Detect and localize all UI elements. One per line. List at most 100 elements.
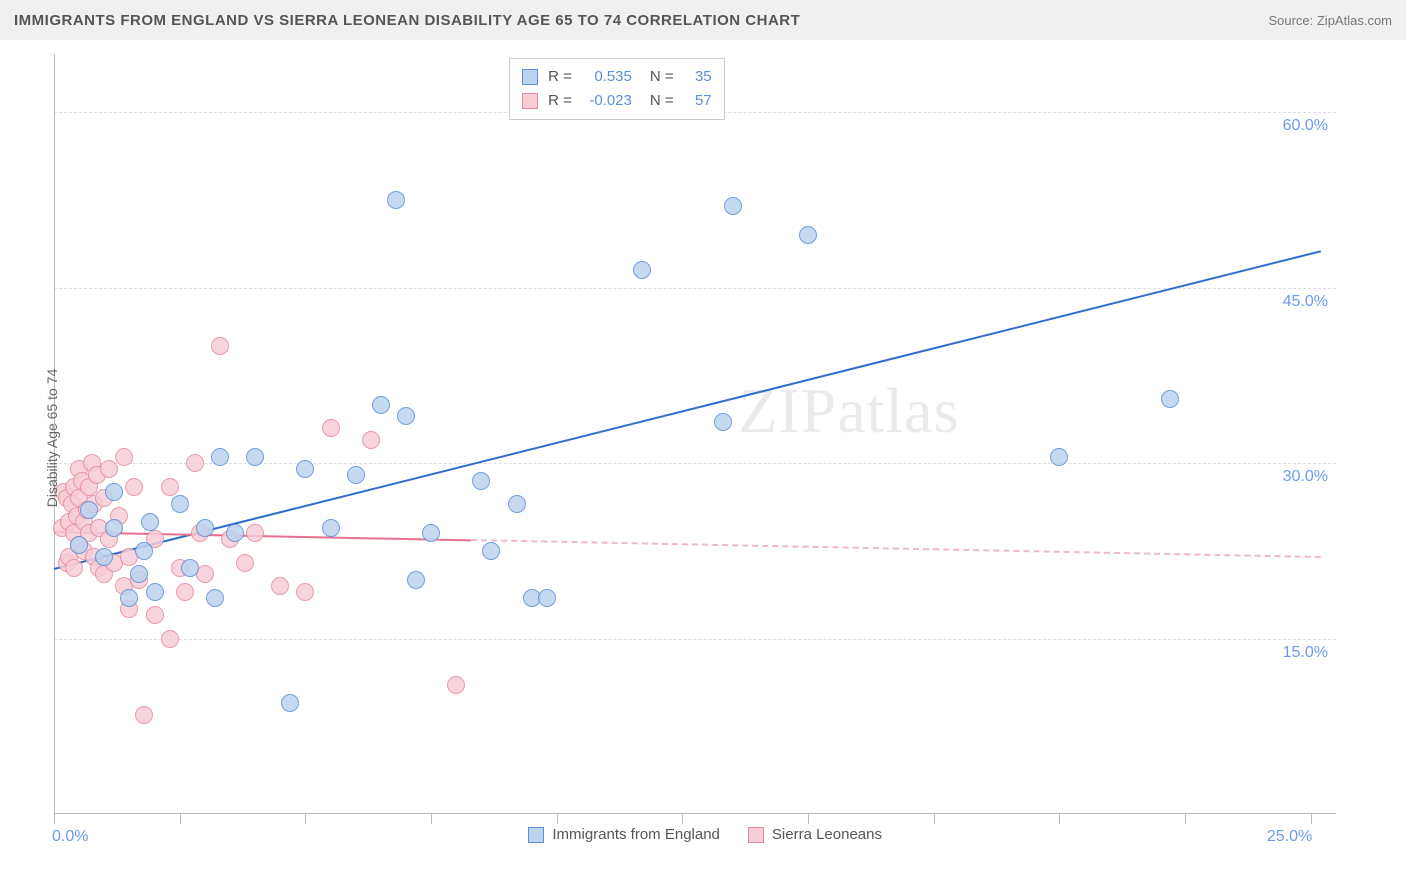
- stat-r-label: R =: [548, 89, 572, 113]
- scatter-point-england: [130, 565, 148, 583]
- scatter-point-england: [633, 261, 651, 279]
- plot-area: 15.0%30.0%45.0%60.0%0.0%25.0%ZIPatlasR =…: [54, 54, 1336, 814]
- y-tick-label: 45.0%: [1283, 293, 1328, 311]
- scatter-point-sierra: [322, 419, 340, 437]
- x-tick-mark: [54, 814, 55, 824]
- scatter-point-sierra: [296, 583, 314, 601]
- scatter-point-england: [714, 413, 732, 431]
- scatter-point-england: [724, 197, 742, 215]
- x-tick-mark: [557, 814, 558, 824]
- scatter-point-england: [171, 495, 189, 513]
- scatter-point-england: [387, 191, 405, 209]
- scatter-point-england: [296, 460, 314, 478]
- scatter-point-england: [105, 483, 123, 501]
- scatter-point-sierra: [362, 431, 380, 449]
- scatter-point-england: [1050, 448, 1068, 466]
- scatter-point-sierra: [135, 706, 153, 724]
- source-label: Source: ZipAtlas.com: [1268, 13, 1392, 28]
- scatter-point-england: [322, 519, 340, 537]
- x-axis-line: [54, 813, 1336, 814]
- scatter-point-england: [281, 694, 299, 712]
- stat-n-label: N =: [650, 89, 674, 113]
- scatter-point-sierra: [246, 524, 264, 542]
- scatter-point-sierra: [211, 337, 229, 355]
- y-axis-title: Disability Age 65 to 74: [44, 338, 60, 538]
- legend-swatch-icon: [528, 827, 544, 843]
- scatter-point-sierra: [271, 577, 289, 595]
- x-tick-mark: [1311, 814, 1312, 824]
- trend-line-dashed: [471, 539, 1321, 558]
- bottom-legend: Immigrants from England Sierra Leoneans: [528, 826, 882, 843]
- scatter-point-england: [105, 519, 123, 537]
- scatter-point-england: [146, 583, 164, 601]
- grid-line: [54, 463, 1336, 464]
- scatter-point-england: [407, 571, 425, 589]
- legend-item: Sierra Leoneans: [748, 826, 882, 843]
- y-tick-label: 15.0%: [1283, 644, 1328, 662]
- x-tick-label: 25.0%: [1267, 828, 1312, 846]
- stat-n-label: N =: [650, 65, 674, 89]
- scatter-point-sierra: [100, 460, 118, 478]
- scatter-point-england: [95, 548, 113, 566]
- scatter-point-england: [120, 589, 138, 607]
- chart-title: IMMIGRANTS FROM ENGLAND VS SIERRA LEONEA…: [14, 12, 800, 29]
- x-tick-mark: [1185, 814, 1186, 824]
- trend-line: [54, 251, 1321, 571]
- scatter-point-sierra: [186, 454, 204, 472]
- y-tick-label: 60.0%: [1283, 117, 1328, 135]
- legend-swatch-icon: [522, 93, 538, 109]
- stats-row: R = -0.023 N = 57: [522, 89, 712, 113]
- scatter-point-england: [80, 501, 98, 519]
- x-tick-mark: [1059, 814, 1060, 824]
- scatter-point-sierra: [146, 606, 164, 624]
- scatter-point-sierra: [65, 559, 83, 577]
- scatter-point-england: [372, 396, 390, 414]
- scatter-point-england: [799, 226, 817, 244]
- legend-label: Sierra Leoneans: [772, 826, 882, 843]
- scatter-point-england: [181, 559, 199, 577]
- stats-row: R = 0.535 N = 35: [522, 65, 712, 89]
- legend-label: Immigrants from England: [552, 826, 720, 843]
- scatter-point-england: [508, 495, 526, 513]
- scatter-point-england: [141, 513, 159, 531]
- scatter-point-sierra: [125, 478, 143, 496]
- stat-r-label: R =: [548, 65, 572, 89]
- scatter-point-sierra: [115, 448, 133, 466]
- scatter-point-sierra: [176, 583, 194, 601]
- stat-r-value: 0.535: [582, 65, 632, 89]
- scatter-point-sierra: [161, 630, 179, 648]
- legend-item: Immigrants from England: [528, 826, 720, 843]
- scatter-point-england: [472, 472, 490, 490]
- stat-n-value: 35: [684, 65, 712, 89]
- scatter-point-england: [538, 589, 556, 607]
- scatter-point-sierra: [447, 676, 465, 694]
- scatter-point-england: [226, 524, 244, 542]
- watermark: ZIPatlas: [738, 374, 959, 448]
- x-tick-mark: [934, 814, 935, 824]
- scatter-point-england: [422, 524, 440, 542]
- scatter-point-england: [246, 448, 264, 466]
- scatter-point-england: [482, 542, 500, 560]
- scatter-point-england: [206, 589, 224, 607]
- stat-n-value: 57: [684, 89, 712, 113]
- scatter-point-england: [211, 448, 229, 466]
- grid-line: [54, 639, 1336, 640]
- scatter-point-england: [397, 407, 415, 425]
- header-bar: IMMIGRANTS FROM ENGLAND VS SIERRA LEONEA…: [0, 0, 1406, 40]
- scatter-point-england: [135, 542, 153, 560]
- x-tick-mark: [180, 814, 181, 824]
- scatter-point-england: [1161, 390, 1179, 408]
- scatter-point-england: [347, 466, 365, 484]
- legend-swatch-icon: [748, 827, 764, 843]
- x-tick-label: 0.0%: [52, 828, 88, 846]
- scatter-point-sierra: [161, 478, 179, 496]
- x-tick-mark: [431, 814, 432, 824]
- y-tick-label: 30.0%: [1283, 468, 1328, 486]
- legend-swatch-icon: [522, 69, 538, 85]
- scatter-point-england: [196, 519, 214, 537]
- grid-line: [54, 288, 1336, 289]
- scatter-point-sierra: [236, 554, 254, 572]
- x-tick-mark: [682, 814, 683, 824]
- stat-r-value: -0.023: [582, 89, 632, 113]
- scatter-point-england: [70, 536, 88, 554]
